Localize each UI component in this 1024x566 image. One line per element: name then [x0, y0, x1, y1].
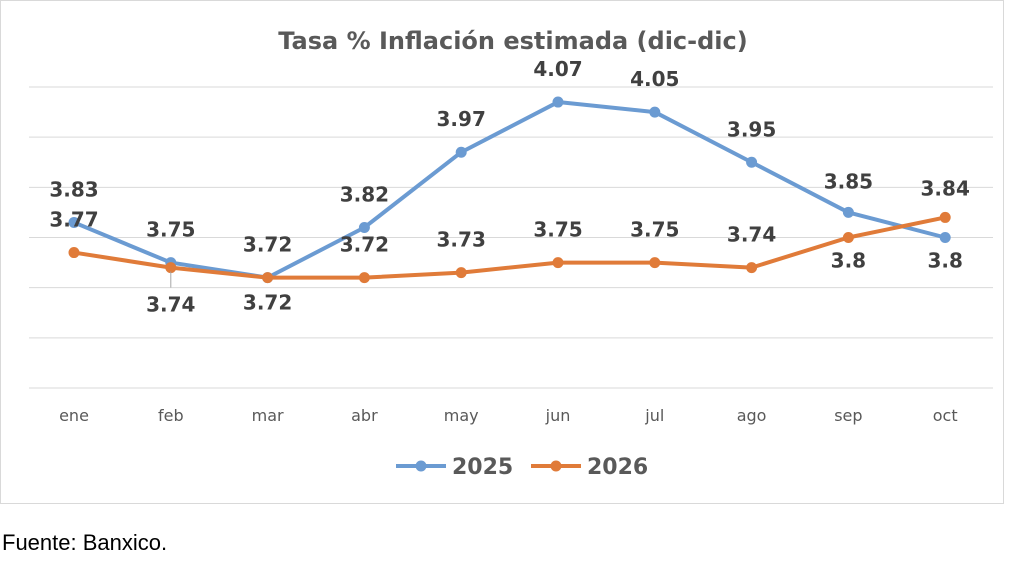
x-tick-label: may: [444, 406, 479, 425]
data-label-2025: 3.75: [146, 218, 195, 242]
x-tick-label: ago: [737, 406, 767, 425]
legend-label-2026: 2026: [587, 455, 648, 480]
data-label-2026: 3.75: [630, 218, 679, 242]
line-chart: Tasa % Inflación estimada (dic-dic) ene f…: [29, 27, 993, 480]
data-label-2025: 3.85: [824, 169, 873, 193]
source-note: Fuente: Banxico.: [2, 530, 168, 555]
data-point-2026: [746, 262, 758, 274]
data-point-2025: [842, 206, 854, 218]
x-tick-label: jun: [545, 406, 571, 425]
data-label-2026: 3.74: [727, 223, 776, 247]
legend-marker-2026: [550, 460, 562, 472]
data-point-2026: [165, 262, 177, 274]
data-label-2026: 3.84: [921, 176, 970, 200]
chart-frame: Tasa % Inflación estimada (dic-dic) ene f…: [0, 0, 1004, 504]
data-label-2025: 3.83: [49, 177, 98, 201]
x-tick-label: ene: [59, 406, 89, 425]
data-label-2025: 4.07: [533, 57, 582, 81]
data-point-2025: [68, 216, 80, 228]
x-tick-label: feb: [158, 406, 184, 425]
x-tick-label: mar: [252, 406, 284, 425]
x-tick-label: abr: [351, 406, 378, 425]
data-point-2026: [68, 247, 80, 259]
data-point-2026: [262, 272, 274, 284]
data-label-2026: 3.8: [831, 249, 866, 273]
data-point-2025: [552, 96, 564, 108]
data-label-2026: 3.74: [146, 293, 195, 317]
data-point-2026: [455, 267, 467, 279]
data-point-2026: [842, 232, 854, 243]
data-point-2025: [746, 156, 758, 168]
data-label-2025: 3.97: [437, 107, 486, 131]
chart-title: Tasa % Inflación estimada (dic-dic): [278, 27, 747, 55]
x-tick-label: sep: [834, 406, 862, 425]
x-tick-label: oct: [933, 406, 958, 425]
data-point-2026: [552, 257, 564, 269]
legend-label-2025: 2025: [452, 455, 513, 480]
data-label-2026: 3.75: [533, 218, 582, 242]
data-label-2025: 3.95: [727, 117, 776, 141]
data-label-2026: 3.73: [437, 228, 486, 252]
data-point-2026: [939, 211, 951, 223]
data-point-2026: [649, 257, 661, 269]
data-label-2026: 3.72: [340, 233, 389, 257]
data-label-2025: 3.82: [340, 182, 389, 206]
data-point-2025: [649, 106, 661, 118]
data-point-2025: [939, 232, 951, 243]
x-tick-label: jul: [644, 406, 664, 425]
data-label-2026: 3.77: [49, 208, 98, 232]
series-line-2025: [73, 100, 946, 280]
data-point-2025: [358, 221, 370, 233]
data-label-2026: 3.72: [243, 291, 292, 315]
data-label-2025: 4.05: [630, 67, 679, 91]
series-line-2026: [73, 215, 946, 280]
data-point-2025: [455, 146, 467, 158]
data-label-2025: 3.72: [243, 233, 292, 257]
legend-marker-2025: [415, 460, 427, 472]
data-point-2026: [358, 272, 370, 284]
data-label-2025: 3.8: [927, 249, 962, 273]
